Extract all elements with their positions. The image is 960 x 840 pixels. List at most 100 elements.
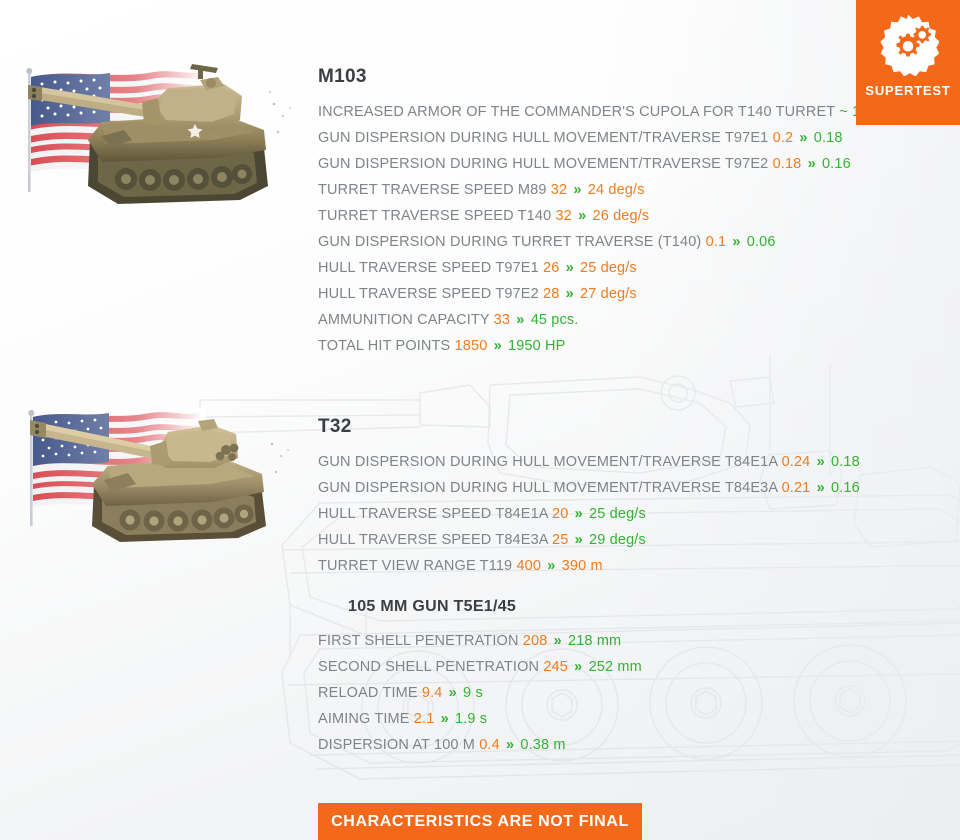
change-arrow-icon: »: [570, 532, 588, 548]
change-arrow-icon: »: [549, 633, 566, 649]
stat-value-old: 25: [552, 532, 569, 548]
stat-value-old: 1850: [454, 338, 488, 354]
stat-value-new: 0.16: [821, 156, 851, 172]
change-arrow-icon: »: [489, 338, 506, 354]
stat-list-m103: INCREASED ARMOR OF THE COMMANDER'S CUPOL…: [318, 99, 943, 359]
stat-value-old: 0.1: [705, 234, 727, 250]
stat-row: TURRET VIEW RANGE T119 400 » 390 m: [318, 553, 860, 579]
stat-row: HULL TRAVERSE SPEED T84E3A 25 » 29 deg/s: [318, 527, 860, 553]
gears-starburst-icon: [877, 14, 940, 77]
stat-label: INCREASED ARMOR OF THE COMMANDER'S CUPOL…: [318, 104, 840, 120]
stat-value-new: 25 deg/s: [580, 260, 637, 276]
stat-value-new: 0.38 m: [520, 737, 566, 753]
stat-value-new: 45 pcs.: [530, 312, 579, 328]
change-arrow-icon: »: [803, 156, 820, 172]
change-arrow-icon: »: [728, 234, 745, 250]
stat-value-old: 0.21: [781, 480, 811, 496]
stat-list-t32: GUN DISPERSION DURING HULL MOVEMENT/TRAV…: [318, 449, 860, 579]
change-arrow-icon: »: [812, 480, 829, 496]
stat-value-old: 20: [552, 506, 569, 522]
stat-value-new: 218 mm: [568, 633, 622, 649]
stat-row: HULL TRAVERSE SPEED T97E2 28 » 27 deg/s: [318, 281, 943, 307]
stat-label: RELOAD TIME: [318, 685, 422, 701]
stat-value-new: 0.18: [830, 454, 860, 470]
gun-title: 105 MM GUN T5E1/45: [348, 598, 517, 615]
stat-value-new: 27 deg/s: [580, 286, 637, 302]
stat-row: GUN DISPERSION DURING TURRET TRAVERSE (T…: [318, 229, 943, 255]
stat-value-new: 252 mm: [588, 659, 642, 675]
stat-value-old: 400: [516, 558, 542, 574]
stat-row: TURRET TRAVERSE SPEED T140 32 » 26 deg/s: [318, 203, 943, 229]
stat-value-new: 1950 HP: [508, 338, 566, 354]
stat-value-new: 1.9 s: [454, 711, 488, 727]
stat-row: TOTAL HIT POINTS 1850 » 1950 HP: [318, 333, 943, 359]
stat-row: GUN DISPERSION DURING HULL MOVEMENT/TRAV…: [318, 475, 860, 501]
stat-label: HULL TRAVERSE SPEED T97E1: [318, 260, 543, 276]
characteristics-not-final-banner: CHARACTERISTICS ARE NOT FINAL: [318, 803, 642, 840]
stat-value-new: 29 deg/s: [589, 532, 646, 548]
supertest-badge: SUPERTEST: [856, 0, 960, 125]
stat-value-new: 25 deg/s: [589, 506, 646, 522]
stat-label: AMMUNITION CAPACITY: [318, 312, 494, 328]
stat-value-new: 390 m: [561, 558, 603, 574]
change-arrow-icon: »: [795, 130, 812, 146]
gun-subsections-t32: 105 MM GUN T5E1/45 FIRST SHELL PENETRATIO…: [318, 598, 860, 758]
stat-label: GUN DISPERSION DURING TURRET TRAVERSE (T…: [318, 234, 706, 250]
stat-row: GUN DISPERSION DURING HULL MOVEMENT/TRAV…: [318, 449, 860, 475]
stat-label: TURRET VIEW RANGE T119: [318, 558, 517, 574]
stat-label: SECOND SHELL PENETRATION: [318, 659, 544, 675]
stat-row: AIMING TIME 2.1 » 1.9 s: [318, 706, 860, 732]
change-arrow-icon: »: [812, 454, 829, 470]
stat-value-new: 24 deg/s: [587, 182, 645, 198]
stat-row: AMMUNITION CAPACITY 33 » 45 pcs.: [318, 307, 943, 333]
change-arrow-icon: »: [573, 208, 591, 224]
stat-value-old: 0.18: [772, 156, 802, 172]
stat-value-old: 0.24: [781, 454, 811, 470]
stat-row: GUN DISPERSION DURING HULL MOVEMENT/TRAV…: [318, 125, 943, 151]
stat-row: DISPERSION AT 100 M 0.4 » 0.38 m: [318, 732, 860, 758]
change-arrow-icon: »: [561, 260, 578, 276]
stat-label: HULL TRAVERSE SPEED T84E3A: [318, 532, 553, 548]
stat-label: TOTAL HIT POINTS: [318, 338, 455, 354]
stat-value-old: 9.4: [421, 685, 443, 701]
stat-label: GUN DISPERSION DURING HULL MOVEMENT/TRAV…: [318, 156, 773, 172]
stat-value-old: 32: [555, 208, 572, 224]
change-arrow-icon: »: [501, 737, 519, 753]
stat-label: TURRET TRAVERSE SPEED M89: [318, 182, 551, 198]
stat-label: GUN DISPERSION DURING HULL MOVEMENT/TRAV…: [318, 454, 782, 470]
stat-value-old: 32: [550, 182, 568, 198]
stat-row: SECOND SHELL PENETRATION 245 » 252 mm: [318, 654, 860, 680]
stat-value-new: 26 deg/s: [592, 208, 650, 224]
change-arrow-icon: »: [570, 506, 588, 522]
stat-value-new: 0.18: [813, 130, 843, 146]
stat-label: GUN DISPERSION DURING HULL MOVEMENT/TRAV…: [318, 480, 782, 496]
stat-value-old: 26: [542, 260, 560, 276]
stat-value-old: 33: [493, 312, 511, 328]
change-arrow-icon: »: [512, 312, 529, 328]
tank-image-t32: [4, 392, 312, 554]
tank-image-m103: [2, 44, 310, 224]
stat-row: GUN DISPERSION DURING HULL MOVEMENT/TRAV…: [318, 151, 943, 177]
stat-value-old: 0.4: [479, 737, 500, 753]
stat-label: DISPERSION AT 100 M: [318, 737, 480, 753]
stat-value-new: 9 s: [463, 685, 483, 701]
tank-block-m103: M103 INCREASED ARMOR OF THE COMMANDER'S …: [318, 66, 943, 359]
change-arrow-icon: »: [543, 558, 560, 574]
stat-label: FIRST SHELL PENETRATION: [318, 633, 523, 649]
stat-row: TURRET TRAVERSE SPEED M89 32 » 24 deg/s: [318, 177, 943, 203]
stat-row: HULL TRAVERSE SPEED T97E1 26 » 25 deg/s: [318, 255, 943, 281]
stat-label: GUN DISPERSION DURING HULL MOVEMENT/TRAV…: [318, 130, 773, 146]
supertest-badge-label: SUPERTEST: [865, 83, 951, 98]
stat-label: HULL TRAVERSE SPEED T84E1A: [318, 506, 553, 522]
stat-value-new: 0.06: [746, 234, 776, 250]
stat-label: HULL TRAVERSE SPEED T97E2: [318, 286, 543, 302]
stat-value-old: 208: [522, 633, 548, 649]
stat-value-old: 28: [542, 286, 560, 302]
stat-label: TURRET TRAVERSE SPEED T140: [318, 208, 556, 224]
tank-title-m103: M103: [318, 66, 367, 87]
change-arrow-icon: »: [569, 182, 586, 198]
stat-row: FIRST SHELL PENETRATION 208 » 218 mm: [318, 628, 860, 654]
stat-row: RELOAD TIME 9.4 » 9 s: [318, 680, 860, 706]
gun-stat-list: FIRST SHELL PENETRATION 208 » 218 mm SECO…: [318, 628, 860, 758]
